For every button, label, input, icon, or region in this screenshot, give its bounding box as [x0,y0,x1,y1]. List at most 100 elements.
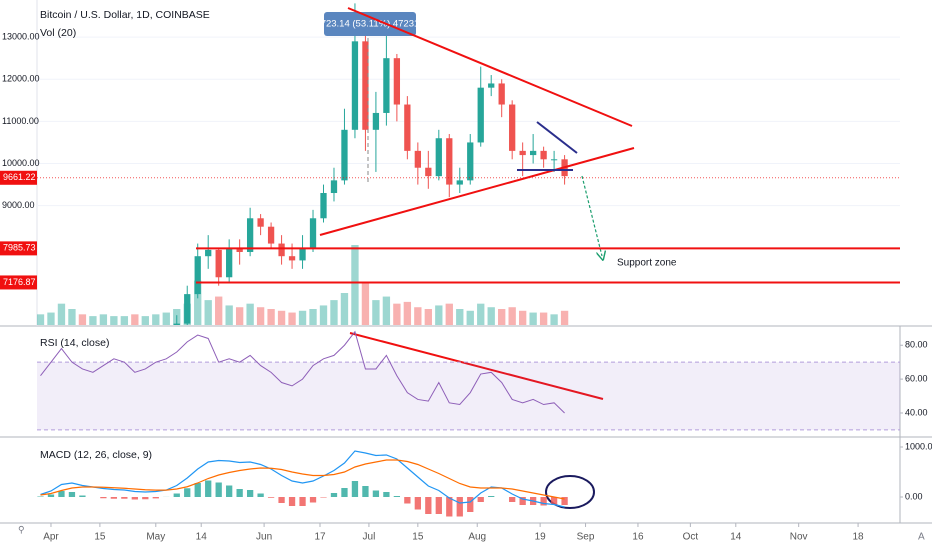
x-tick-label: Nov [790,532,808,543]
y-tick-label: 10000.00 [2,158,40,168]
candle-body [194,256,201,295]
histogram-bar [425,497,432,514]
volume-bar [194,280,202,325]
zoom-icon: ⚲ [18,524,25,534]
volume-bar [361,282,370,325]
histogram-bar [236,489,243,497]
volume-bar [99,314,108,325]
histogram-bar [194,483,201,497]
y-tick-label: 12000.00 [2,74,40,84]
level-label: 7176.87 [3,277,36,287]
x-tick-label: 15 [94,532,106,543]
volume-bar [78,314,87,325]
histogram-bar [467,497,474,512]
volume-bar [456,309,464,325]
volume-bar [393,303,401,325]
candle-body [550,159,558,161]
histogram-bar [299,497,306,506]
y-tick-label: 13000.00 [2,31,40,41]
histogram-bar [121,497,128,499]
x-tick-label: Apr [43,532,59,543]
volume-bar [445,303,453,325]
volume-bar [424,309,432,325]
trendline [536,121,578,154]
volume-bar [256,307,265,325]
histogram-bar [173,493,180,497]
volume-bar [487,307,495,325]
histogram-bar [519,497,526,505]
trendline [319,147,635,236]
level-label: 7985.73 [3,243,36,253]
candle-body [226,247,233,278]
volume-bar [288,312,296,325]
candle-body [446,138,453,185]
macd-line [40,459,565,500]
histogram-bar [58,491,65,497]
volume-bar [277,310,286,325]
volume-bar [340,293,349,325]
trendline [349,332,604,400]
x-tick-label: Sep [577,532,595,543]
x-tick-label: Aug [468,532,486,543]
candle-body [509,104,516,151]
volume-bar [309,309,317,325]
volume-bar [152,314,160,325]
x-tick-label: Jul [363,532,376,543]
histogram-bar [131,497,138,500]
last-price-label: 9661.22 [3,172,36,182]
x-tick-label: Oct [683,532,699,543]
volume-bar [466,310,474,325]
histogram-bar [142,497,149,500]
candle-body [205,249,212,257]
x-tick-label: 15 [412,532,424,543]
candle-body [425,167,432,177]
histogram-bar [446,497,453,517]
volume-bar [120,316,129,325]
histogram-bar [351,481,359,497]
candle-body [414,150,421,168]
histogram-bar [393,496,401,497]
volume-bar [204,300,212,325]
y-tick-label: 9000.00 [2,200,35,210]
candle-body [184,294,191,324]
candle-body [309,218,317,248]
y-tick-label: 1000.00 [905,441,932,451]
candle-body [236,247,243,252]
price-pane [37,3,900,325]
tooltip-box [324,12,416,36]
histogram-bar [372,490,380,497]
candle-body [330,180,338,194]
histogram-bar [330,493,338,497]
volume-bar [498,309,506,325]
histogram-bar [509,497,516,502]
trendline [347,7,633,127]
auto-button[interactable]: A [918,532,925,543]
candle-body [288,256,296,261]
histogram-bar [477,497,484,502]
candle-body [173,323,180,325]
candle-body [299,247,306,261]
circle-drawing [545,475,595,509]
volume-bar [267,309,275,325]
y-tick-label: 40.00 [905,407,928,417]
volume-bar [508,307,516,325]
histogram-bar [100,497,107,499]
candle-body [540,150,547,160]
histogram-bar [152,497,159,499]
rsi-band [37,362,900,430]
histogram-bar [184,488,191,497]
volume-bar [330,300,338,325]
histogram-bar [383,492,390,497]
rsi-title: RSI (14, close) [40,337,109,349]
volume-bar [162,312,170,325]
volume-bar [539,312,548,325]
histogram-bar [79,495,86,497]
candle-body [456,180,463,185]
x-tick-label: Jun [256,532,272,543]
volume-bar [414,307,422,325]
arrow [581,175,602,256]
histogram-bar [435,497,442,514]
candle-body [488,83,495,88]
